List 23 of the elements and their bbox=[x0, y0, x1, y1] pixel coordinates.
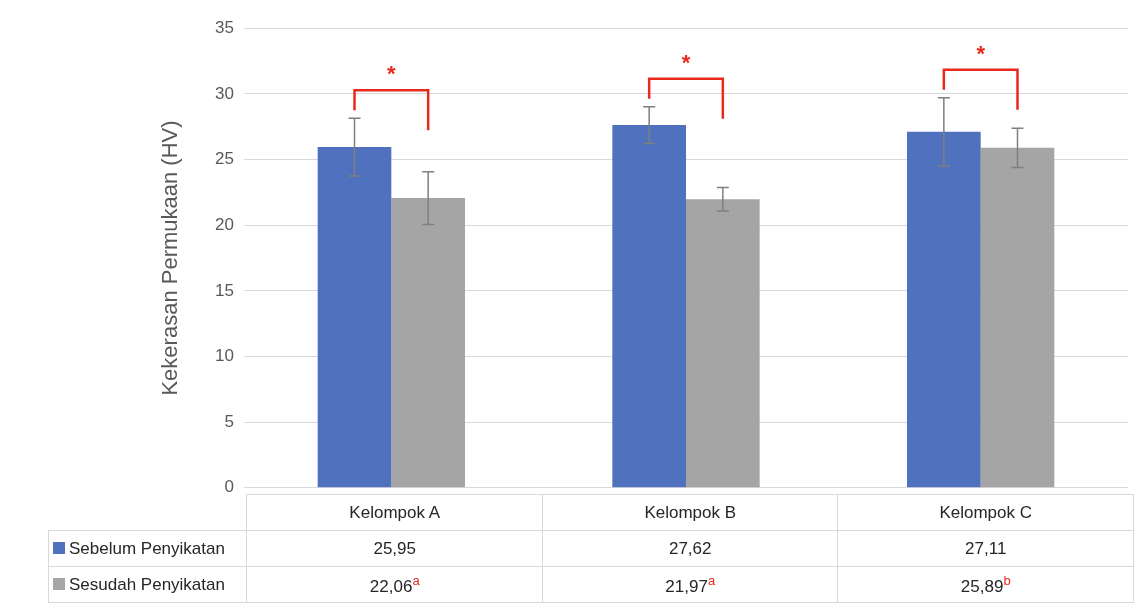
y-tick-label: 20 bbox=[215, 214, 234, 234]
data-label: 22,06$^{a}$ bbox=[246, 566, 543, 603]
legend-label: Sebelum Penyikatan bbox=[48, 530, 247, 567]
annotation: * bbox=[387, 61, 397, 87]
y-tick-label: 0 bbox=[224, 477, 234, 497]
legend-label: Sesudah Penyikatan bbox=[48, 566, 247, 603]
y-tick-label: 10 bbox=[215, 346, 234, 366]
x-tick-label: Kelompok A bbox=[246, 494, 543, 531]
data-label: 27,62 bbox=[542, 530, 838, 567]
y-tick-label: 15 bbox=[215, 280, 234, 300]
data-label: 27,11 bbox=[837, 530, 1134, 567]
x-tick-label: Kelompok B bbox=[542, 494, 838, 531]
y-tick-label: 5 bbox=[224, 411, 234, 431]
annotation: * bbox=[681, 49, 691, 75]
data-label: 25,95 bbox=[246, 530, 543, 567]
x-tick-label: Kelompok C bbox=[837, 494, 1134, 531]
y-tick-label: 25 bbox=[215, 149, 234, 169]
data-label: 25,89$^{b}$ bbox=[837, 566, 1134, 603]
y-axis-title: Kekerasan Permukaan (HV) bbox=[157, 120, 183, 396]
y-tick-label: 30 bbox=[215, 83, 234, 103]
data-label: 21,97$^{a}$ bbox=[542, 566, 838, 603]
y-tick-label: 35 bbox=[215, 17, 234, 37]
annotation: * bbox=[976, 40, 986, 66]
